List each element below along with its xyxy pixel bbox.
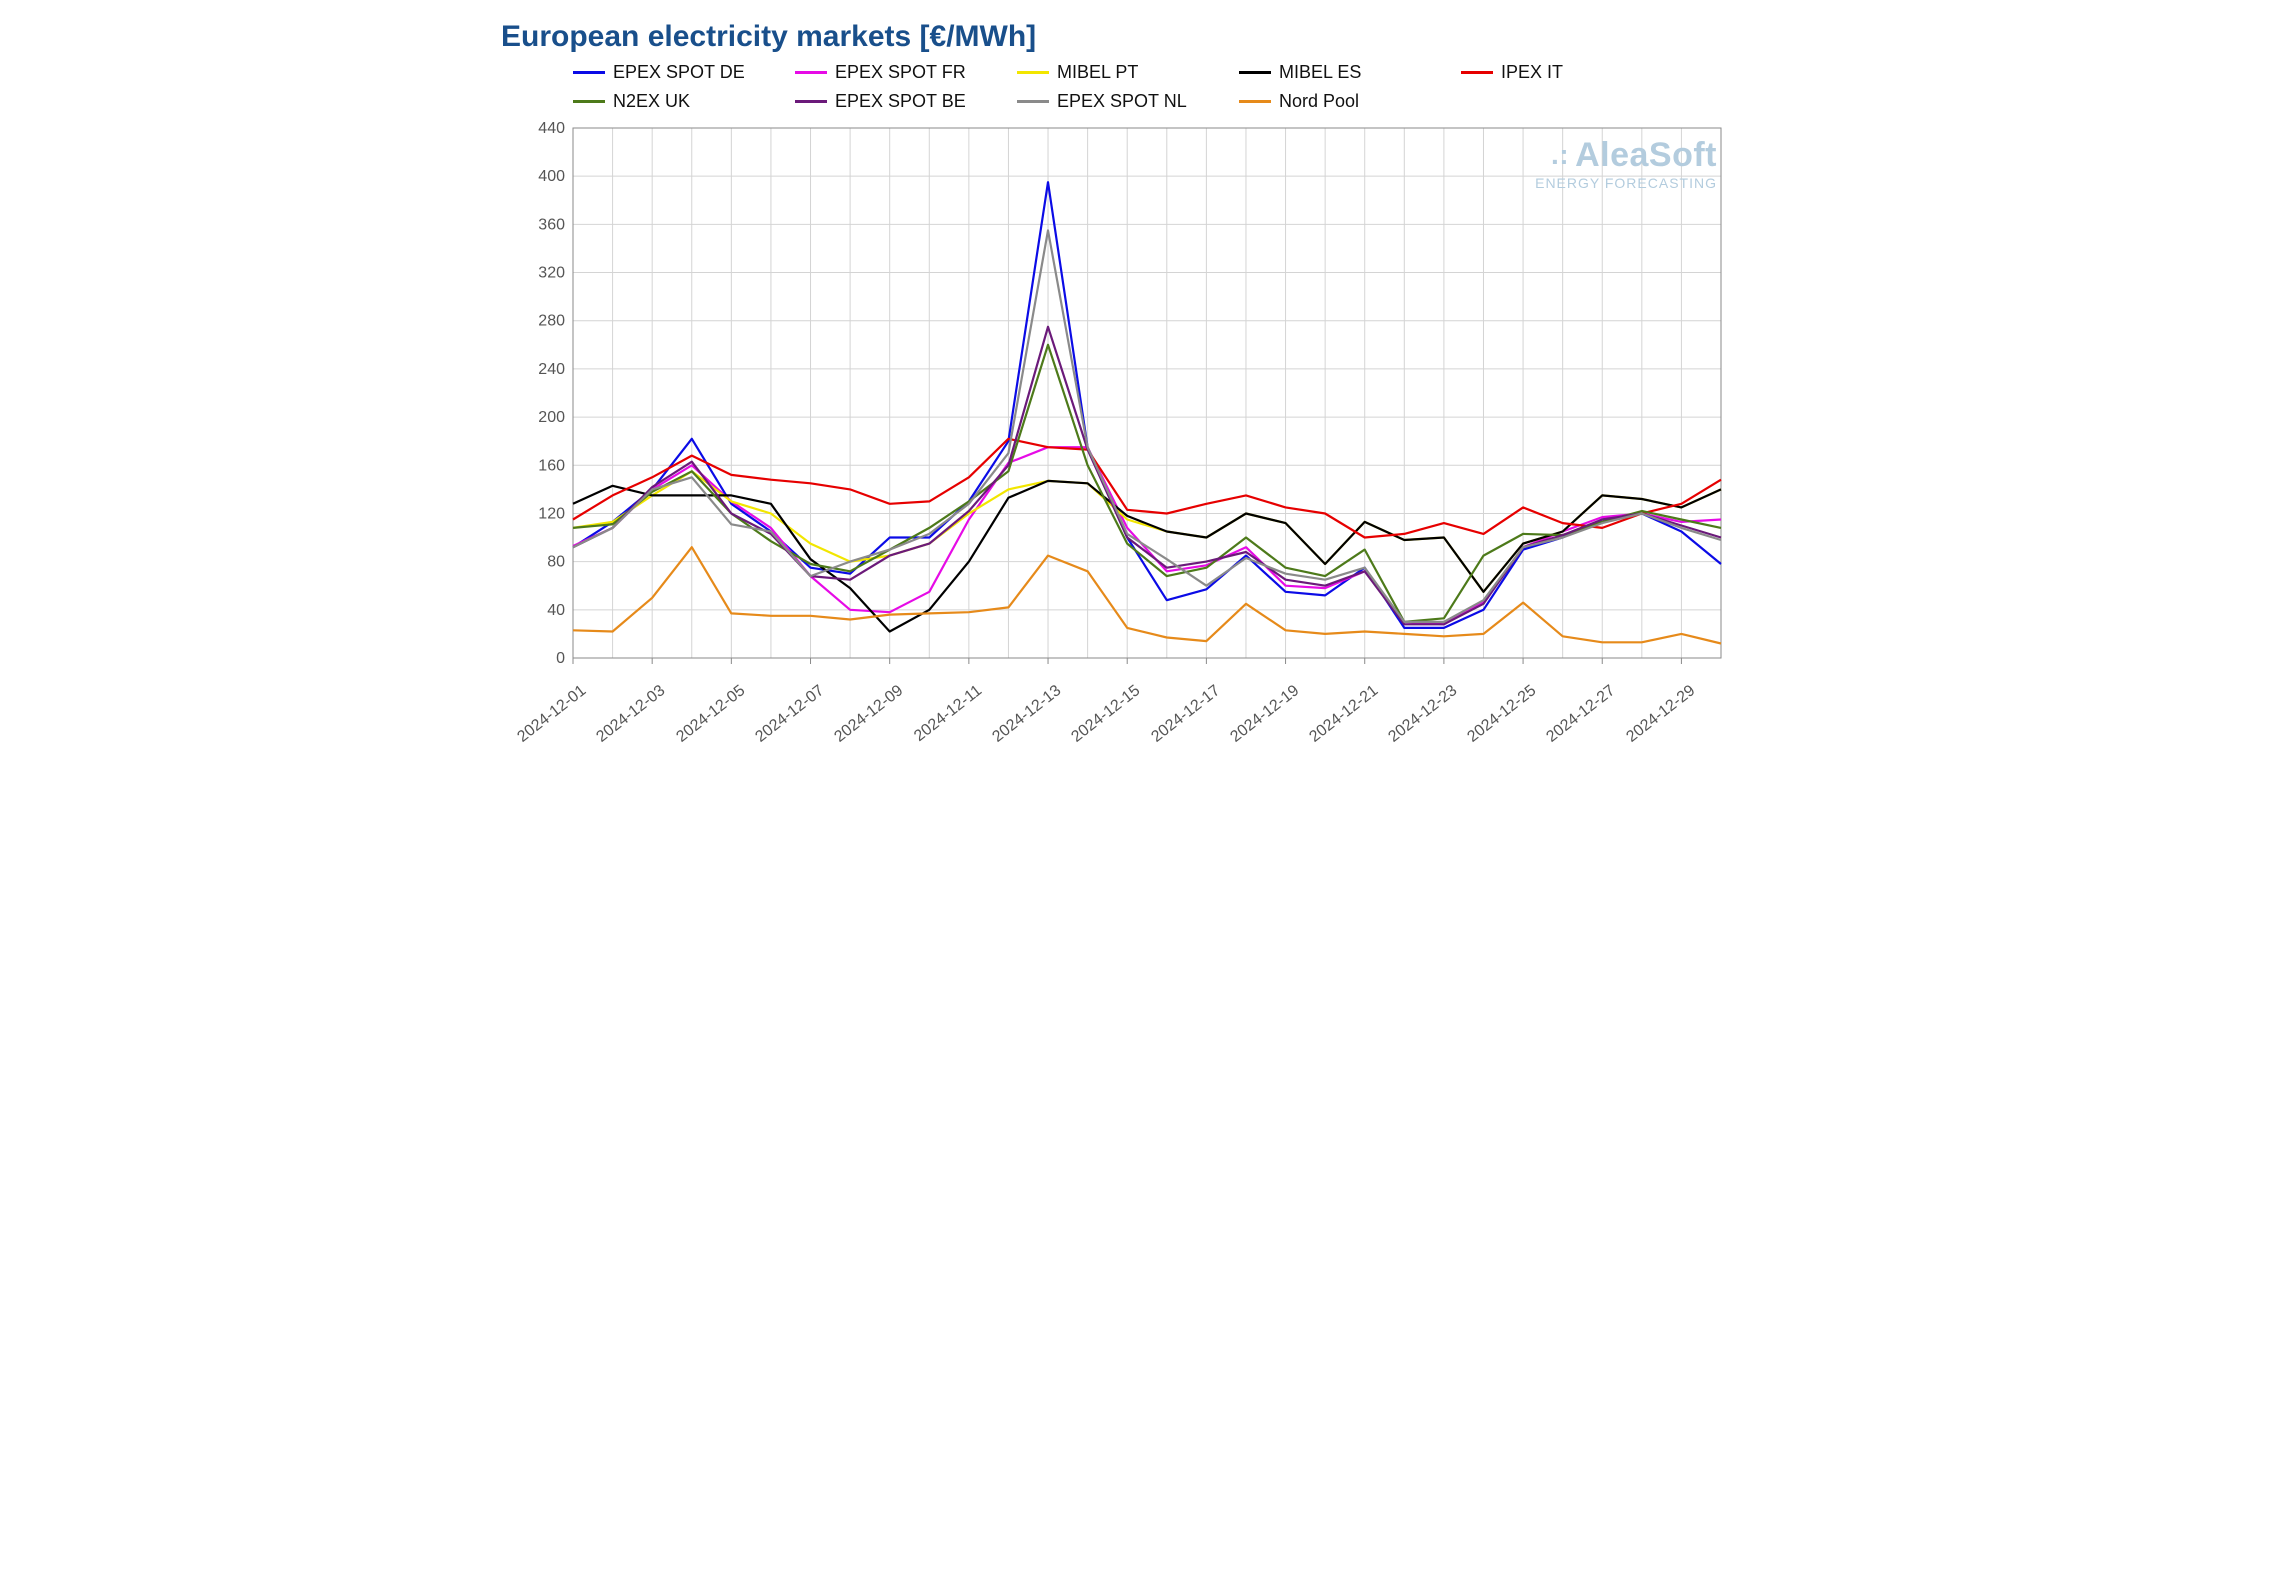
legend-item: EPEX SPOT BE	[795, 91, 985, 112]
legend-item: MIBEL PT	[1017, 62, 1207, 83]
chart-container: European electricity markets [€/MWh] EPE…	[501, 20, 1781, 798]
chart-svg: 0 40 80 120 160 200 240 280 320 360 400 440	[501, 118, 1741, 678]
series-line	[573, 471, 1721, 592]
legend-item: EPEX SPOT NL	[1017, 91, 1207, 112]
x-tick-label: 2024-12-05	[673, 682, 749, 747]
x-tick-label: 2024-12-21	[1306, 682, 1382, 747]
legend-swatch	[1461, 71, 1493, 74]
series-line	[573, 481, 1721, 632]
x-tick-label: 2024-12-13	[990, 682, 1066, 747]
x-tick-label: 2024-12-19	[1227, 682, 1303, 747]
series-line	[573, 230, 1721, 622]
legend-swatch	[795, 71, 827, 74]
legend-swatch	[1239, 100, 1271, 103]
x-tick-label: 2024-12-29	[1623, 682, 1699, 747]
x-tick-label: 2024-12-25	[1465, 682, 1541, 747]
series-line	[573, 345, 1721, 622]
legend-label: Nord Pool	[1279, 91, 1359, 112]
legend-label: IPEX IT	[1501, 62, 1563, 83]
legend-item: N2EX UK	[573, 91, 763, 112]
x-tick-label: 2024-12-27	[1544, 682, 1620, 747]
legend-label: EPEX SPOT FR	[835, 62, 966, 83]
legend-swatch	[1017, 71, 1049, 74]
y-tick-label: 320	[538, 265, 565, 282]
y-tick-label: 240	[538, 361, 565, 378]
legend-swatch	[1239, 71, 1271, 74]
legend-label: MIBEL ES	[1279, 62, 1361, 83]
x-tick-label: 2024-12-07	[752, 682, 828, 747]
legend-item: EPEX SPOT DE	[573, 62, 763, 83]
legend-label: EPEX SPOT NL	[1057, 91, 1187, 112]
y-tick-label: 160	[538, 457, 565, 474]
y-tick-label: 360	[538, 216, 565, 233]
legend-swatch	[573, 71, 605, 74]
x-tick-label: 2024-12-23	[1385, 682, 1461, 747]
x-tick-label: 2024-12-15	[1069, 682, 1145, 747]
x-tick-label: 2024-12-11	[911, 682, 986, 746]
legend: EPEX SPOT DE EPEX SPOT FR MIBEL PT MIBEL ES…	[501, 62, 1781, 112]
legend-label: EPEX SPOT BE	[835, 91, 966, 112]
legend-item: IPEX IT	[1461, 62, 1651, 83]
x-axis-labels: 2024-12-012024-12-032024-12-052024-12-07…	[501, 678, 1741, 798]
chart-title: European electricity markets [€/MWh]	[501, 20, 1781, 54]
legend-item: Nord Pool	[1239, 91, 1429, 112]
legend-swatch	[1017, 100, 1049, 103]
legend-label: MIBEL PT	[1057, 62, 1138, 83]
x-tick-label: 2024-12-03	[594, 682, 670, 747]
plot-area: 04080120160200240280320360400440 .:AleaS…	[501, 118, 1741, 678]
x-tick-label: 2024-12-01	[515, 682, 591, 747]
y-tick-label: 80	[547, 554, 565, 571]
y-tick-label: 440	[538, 120, 565, 137]
legend-item: EPEX SPOT FR	[795, 62, 985, 83]
legend-label: EPEX SPOT DE	[613, 62, 745, 83]
y-tick-label: 400	[538, 168, 565, 185]
legend-label: N2EX UK	[613, 91, 690, 112]
x-tick-label: 2024-12-17	[1148, 682, 1224, 747]
y-tick-label: 0	[556, 650, 565, 667]
legend-swatch	[795, 100, 827, 103]
legend-swatch	[573, 100, 605, 103]
y-tick-label: 280	[538, 313, 565, 330]
y-tick-label: 120	[538, 505, 565, 522]
legend-item: MIBEL ES	[1239, 62, 1429, 83]
x-tick-label: 2024-12-09	[831, 682, 907, 747]
y-tick-label: 40	[547, 602, 565, 619]
y-tick-label: 200	[538, 409, 565, 426]
